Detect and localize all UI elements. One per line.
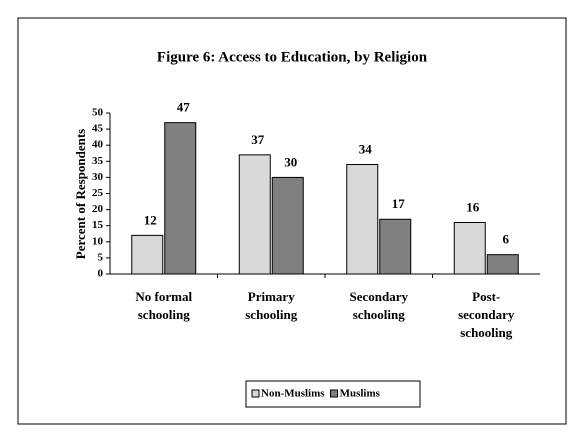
- x-tick-label: Primary: [248, 289, 295, 304]
- data-label: 47: [177, 100, 191, 115]
- data-label: 37: [251, 132, 265, 147]
- y-tick-label: 40: [92, 139, 104, 151]
- x-tick-label: No formal: [135, 289, 192, 304]
- x-tick-label: secondary: [458, 307, 515, 322]
- legend-label: Non-Muslims: [261, 388, 325, 400]
- y-tick-label: 0: [98, 268, 104, 280]
- bar: [453, 221, 486, 275]
- y-tick-label: 15: [92, 219, 104, 231]
- y-tick-label: 45: [92, 123, 104, 135]
- y-tick-label: 30: [92, 171, 104, 183]
- data-label: 34: [359, 142, 373, 157]
- data-label: 17: [392, 196, 406, 211]
- x-tick-label: schooling: [138, 307, 191, 322]
- data-label: 12: [144, 212, 157, 227]
- bar: [131, 234, 164, 275]
- y-tick-label: 5: [98, 251, 104, 263]
- bar: [486, 254, 519, 275]
- bar: [164, 122, 197, 275]
- x-tick-label: schooling: [245, 307, 298, 322]
- legend-label: Muslims: [340, 388, 381, 400]
- y-tick-label: 10: [92, 235, 104, 247]
- x-tick-label: Secondary: [350, 289, 409, 304]
- chart-frame: [17, 17, 567, 425]
- x-tick-label: Post-: [472, 289, 500, 304]
- bar: [346, 164, 379, 275]
- data-label: 6: [503, 232, 510, 247]
- data-label: 30: [284, 154, 297, 169]
- bar: [379, 218, 412, 275]
- y-tick-label: 35: [92, 155, 104, 167]
- y-tick-label: 20: [92, 203, 104, 215]
- x-tick-label: schooling: [353, 307, 406, 322]
- bar: [271, 176, 304, 275]
- chart-title: Figure 6: Access to Education, by Religi…: [157, 49, 428, 65]
- x-tick-label: schooling: [460, 325, 513, 340]
- legend-swatch: [330, 389, 339, 398]
- y-tick-label: 25: [92, 187, 104, 199]
- y-axis-label: Percent of Respondents: [73, 129, 88, 259]
- legend-swatch: [251, 389, 260, 398]
- data-label: 16: [466, 199, 480, 214]
- y-tick-label: 50: [92, 107, 104, 119]
- bar: [238, 154, 271, 275]
